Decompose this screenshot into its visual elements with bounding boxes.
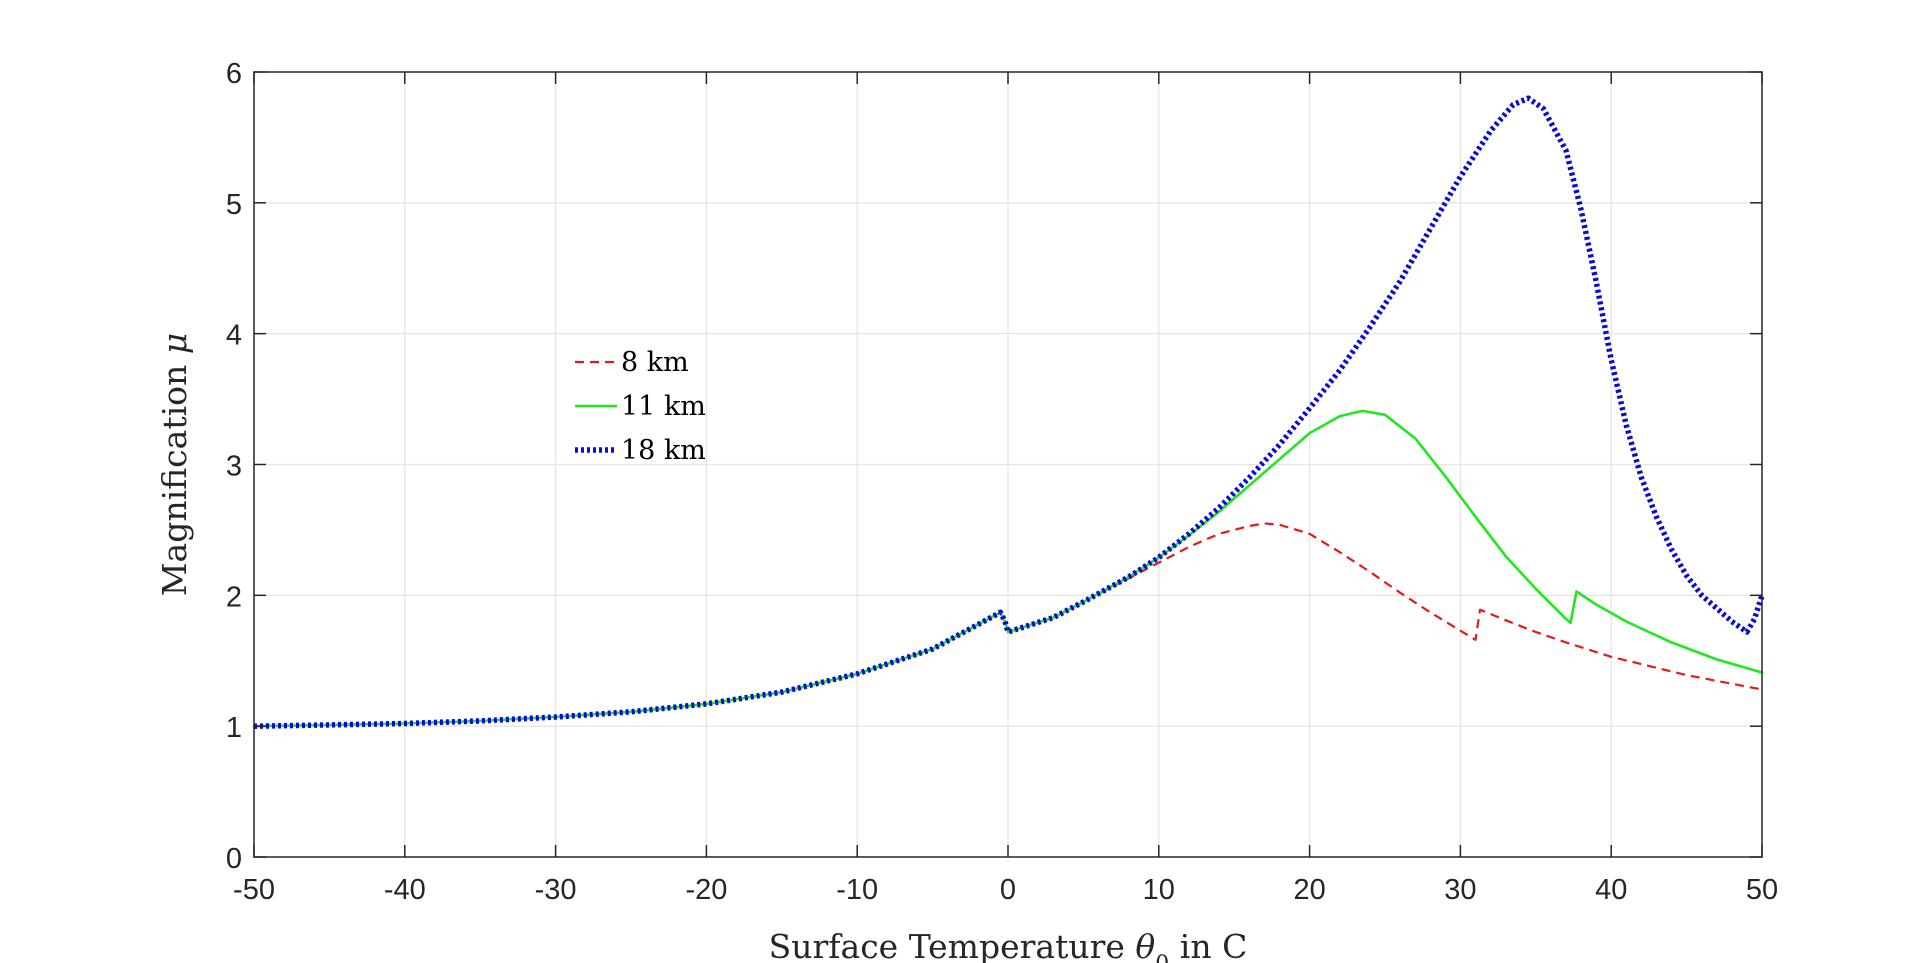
legend-label-3: 18 km <box>621 435 706 466</box>
y-axis-symbol: μ <box>155 333 194 354</box>
x-tick-label: -10 <box>836 874 878 906</box>
x-tick-label: -50 <box>233 874 275 906</box>
grid <box>254 72 1762 857</box>
x-axis-symbol: θ <box>1135 927 1155 963</box>
series-line-3 <box>253 95 1765 729</box>
y-tick-labels: 0 1 2 3 4 5 6 <box>226 58 242 875</box>
y-tick-label: 0 <box>226 843 242 875</box>
legend: 8 km 11 km 18 km <box>575 347 706 466</box>
ticks <box>253 71 1763 858</box>
series-line-2 <box>252 409 1764 728</box>
x-tick-label: -20 <box>685 874 727 906</box>
y-tick-label: 4 <box>226 320 242 352</box>
y-axis-title: Magnification μ <box>155 333 194 596</box>
x-tick-label: 10 <box>1143 874 1175 906</box>
series-lines <box>252 95 1765 729</box>
y-tick-label: 3 <box>226 451 242 483</box>
x-tick-label: 50 <box>1746 874 1778 906</box>
x-tick-label: -30 <box>535 874 577 906</box>
y-tick-label: 6 <box>226 58 242 90</box>
x-tick-label: 0 <box>1000 874 1016 906</box>
x-tick-label: 30 <box>1444 874 1476 906</box>
x-tick-labels: -50 -40 -30 -20 -10 0 10 20 30 40 50 <box>233 874 1778 906</box>
legend-label-2: 11 km <box>621 391 706 422</box>
y-tick-label: 5 <box>226 189 242 221</box>
x-tick-label: 20 <box>1293 874 1325 906</box>
x-axis-title-text: Surface Temperature <box>769 927 1125 963</box>
y-axis-title-text: Magnification <box>155 365 194 597</box>
x-axis-symbol-subscript: 0 <box>1155 952 1169 963</box>
x-axis-unit: in C <box>1180 927 1248 963</box>
x-tick-label: 40 <box>1595 874 1627 906</box>
y-tick-label: 1 <box>226 712 242 744</box>
y-tick-label: 2 <box>226 581 242 613</box>
x-axis-title: Surface Temperature θ0 in C <box>769 927 1248 963</box>
legend-label-1: 8 km <box>621 347 689 378</box>
x-tick-label: -40 <box>384 874 426 906</box>
